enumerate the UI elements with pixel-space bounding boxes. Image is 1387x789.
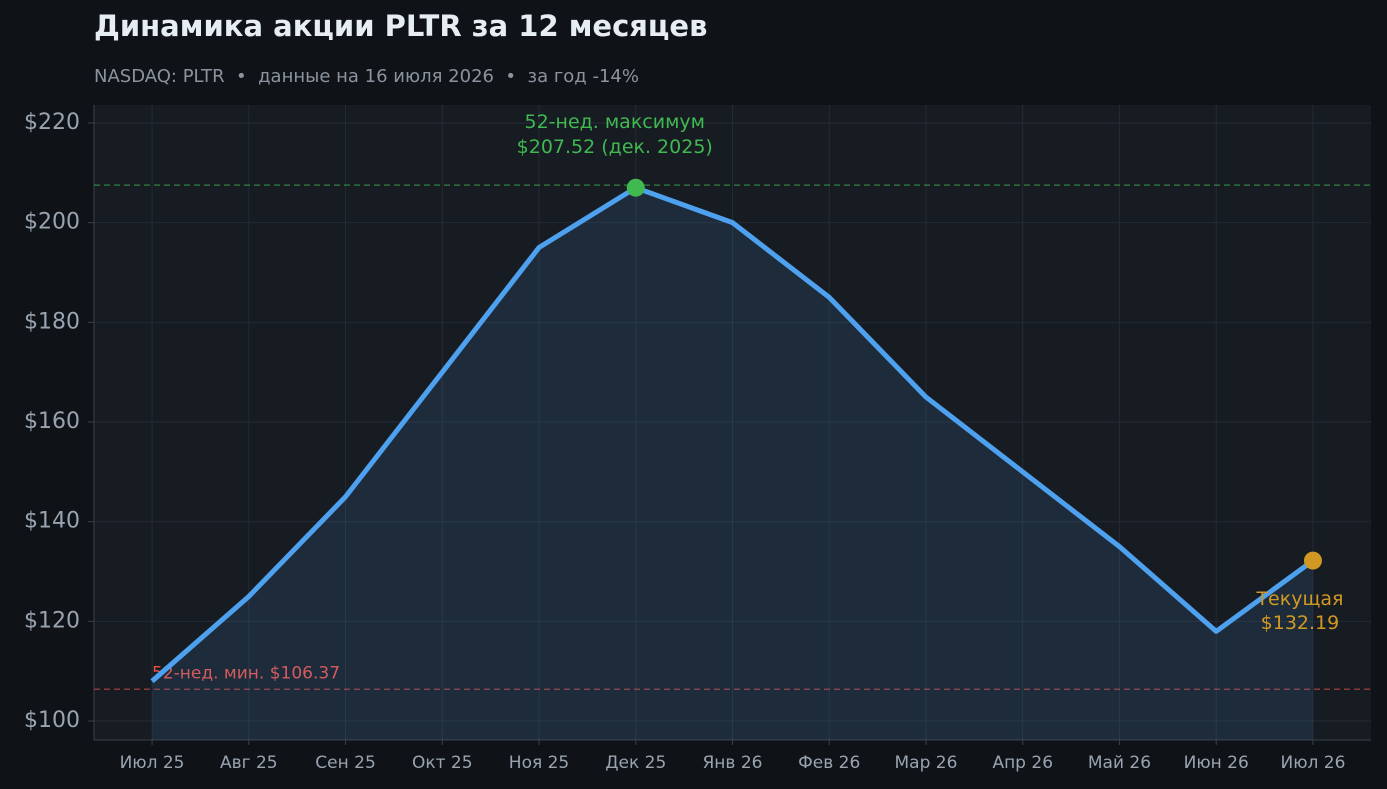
area: [152, 187, 1313, 741]
line: [150, 185, 1315, 684]
highlight-label: $207.52 (дек. 2025): [517, 136, 713, 158]
x-tick-label: Май 26: [1088, 753, 1151, 773]
x-tick-label: Мар 26: [895, 753, 958, 773]
y-tick-label: $220: [24, 110, 80, 135]
x-tick-label: Авг 25: [220, 753, 278, 773]
x-tick-label: Сен 25: [315, 753, 375, 773]
y-tick-label: $120: [24, 608, 80, 633]
chart-title: Динамика акции PLTR за 12 месяцев: [94, 9, 707, 43]
chart-subtitle: NASDAQ: PLTR • данные на 16 июля 2026 • …: [94, 66, 639, 87]
x-tick-label: Ноя 25: [509, 753, 569, 773]
x-tick-label: Апр 26: [992, 753, 1053, 773]
x-tick-label: Июл 25: [120, 753, 185, 773]
y-tick-label: $200: [24, 210, 80, 235]
x-tick-label: Дек 25: [605, 753, 666, 773]
x-tick-label: Янв 26: [703, 753, 763, 773]
x-tick-label: Окт 25: [412, 753, 473, 773]
highlight-point: [1303, 551, 1322, 570]
reference-label: 52-нед. мин. $106.37: [152, 663, 340, 683]
y-tick-label: $180: [24, 309, 80, 334]
x-tick-label: Фев 26: [798, 753, 860, 773]
highlight-point: [626, 178, 645, 197]
highlight-label: $132.19: [1261, 612, 1340, 634]
highlight-label: Текущая: [1255, 588, 1343, 610]
y-tick-label: $140: [24, 509, 80, 534]
y-tick-label: $100: [24, 708, 80, 733]
highlight-label: 52-нед. максимум: [524, 111, 705, 133]
x-tick-label: Июн 26: [1184, 753, 1249, 773]
x-tick-label: Июл 26: [1280, 753, 1345, 773]
y-tick-label: $160: [24, 409, 80, 434]
